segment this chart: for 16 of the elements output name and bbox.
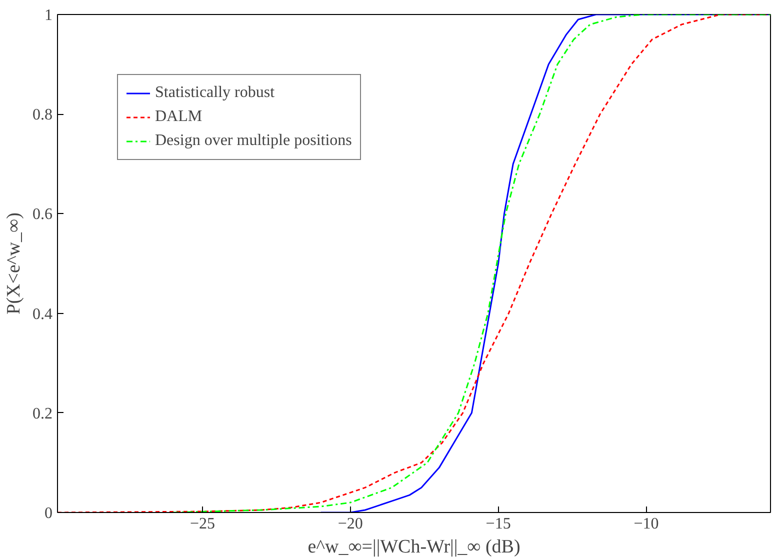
x-tick-label: −25 <box>190 516 215 532</box>
x-tick-label: −10 <box>634 516 659 532</box>
x-tick-label: −15 <box>486 516 511 532</box>
legend-label: Design over multiple positions <box>155 132 352 150</box>
y-tick-label: 0 <box>44 505 52 522</box>
legend-label: Statistically robust <box>155 84 275 102</box>
y-tick-label: 0.4 <box>32 306 52 323</box>
y-tick-label: 0.8 <box>32 106 52 124</box>
y-axis-title: P(X<e^w_∞) <box>4 212 24 314</box>
x-tick-label: −20 <box>338 516 363 532</box>
y-tick-label: 0.2 <box>32 405 52 422</box>
x-axis-title: e^w_∞=||WCh-Wr||_∞ (dB) <box>308 536 520 558</box>
line-series <box>58 14 770 512</box>
y-tick-label: 0.6 <box>32 206 52 224</box>
y-tick-label: 1 <box>44 7 52 24</box>
legend-label: DALM <box>155 108 202 126</box>
